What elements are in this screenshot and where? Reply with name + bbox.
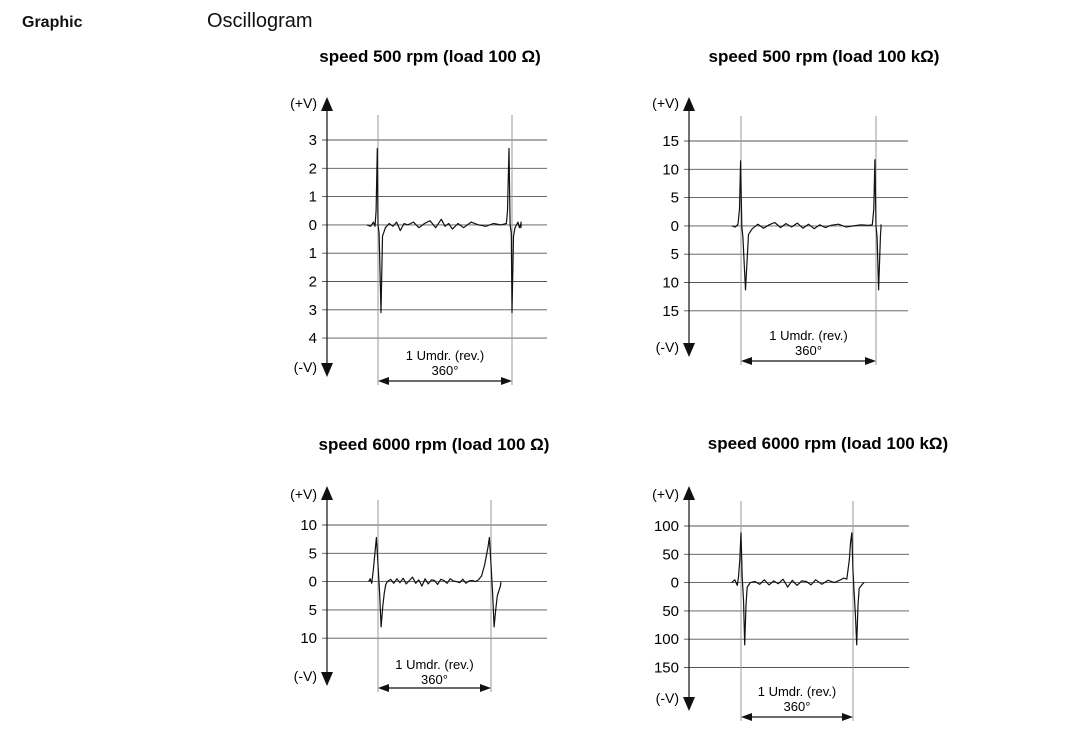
- chart2-ylabel-minus: (-V): [656, 339, 679, 355]
- chart2-arrow-up-icon: [683, 97, 695, 111]
- chart4-measure-arrow-left-icon: [741, 713, 752, 721]
- chart2-y-tick-label: 10: [662, 161, 679, 178]
- chart3-measure-arrow-left-icon: [378, 684, 389, 692]
- chart3-ylabel-plus: (+V): [290, 486, 317, 502]
- chart1-y-tick-label: 4: [309, 330, 317, 347]
- chart4-rev-label: 1 Umdr. (rev.): [758, 684, 837, 699]
- chart3-signal-trace: [368, 536, 502, 628]
- chart3-arrow-up-icon: [321, 486, 333, 500]
- chart4-arrow-up-icon: [683, 486, 695, 500]
- chart1-y-tick-label: 3: [309, 132, 317, 149]
- chart3-y-tick-label: 0: [309, 574, 317, 591]
- chart4-y-tick-label: 50: [662, 546, 679, 563]
- chart3-ylabel-minus: (-V): [294, 668, 317, 684]
- chart3-y-tick-label: 5: [309, 602, 317, 619]
- chart4-title: speed 6000 rpm (load 100 kΩ): [708, 434, 948, 453]
- chart2-y-tick-label: 10: [662, 275, 679, 292]
- chart2-rev-label: 1 Umdr. (rev.): [769, 328, 848, 343]
- chart2-y-tick-label: 15: [662, 303, 679, 320]
- chart1-measure-arrow-left-icon: [378, 377, 389, 385]
- chart1-arrow-up-icon: [321, 97, 333, 111]
- chart4-y-tick-label: 100: [654, 631, 679, 648]
- chart4-arrow-down-icon: [683, 697, 695, 711]
- chart1-signal-trace: [366, 147, 522, 314]
- chart4-measure-arrow-right-icon: [842, 713, 853, 721]
- chart1-y-tick-label: 2: [309, 160, 317, 177]
- chart1-y-tick-label: 1: [309, 189, 317, 206]
- chart1-deg-label: 360°: [432, 363, 459, 378]
- chart1-y-tick-label: 1: [309, 245, 317, 262]
- chart2-y-tick-label: 5: [671, 246, 679, 263]
- chart2-deg-label: 360°: [795, 343, 822, 358]
- chart3-arrow-down-icon: [321, 672, 333, 686]
- chart4-ylabel-plus: (+V): [652, 486, 679, 502]
- chart2-measure-arrow-left-icon: [741, 357, 752, 365]
- chart1-y-tick-label: 3: [309, 302, 317, 319]
- chart2-y-tick-label: 15: [662, 133, 679, 150]
- chart4-ylabel-minus: (-V): [656, 690, 679, 706]
- chart1-y-tick-label: 2: [309, 274, 317, 291]
- chart1-ylabel-minus: (-V): [294, 359, 317, 375]
- chart1-title: speed 500 rpm (load 100 Ω): [319, 47, 541, 66]
- chart4-y-tick-label: 150: [654, 660, 679, 677]
- chart2-measure-arrow-right-icon: [865, 357, 876, 365]
- chart2-y-tick-label: 0: [671, 218, 679, 235]
- chart1-y-tick-label: 0: [309, 217, 317, 234]
- chart2-y-tick-label: 5: [671, 190, 679, 207]
- chart3-y-tick-label: 10: [300, 630, 317, 647]
- chart3-title: speed 6000 rpm (load 100 Ω): [319, 435, 550, 454]
- page-title: Oscillogram: [207, 10, 313, 32]
- chart1-arrow-down-icon: [321, 363, 333, 377]
- chart4-signal-trace: [731, 532, 865, 646]
- chart2-arrow-down-icon: [683, 343, 695, 357]
- section-label: Graphic: [22, 14, 83, 31]
- chart3-deg-label: 360°: [421, 672, 448, 687]
- chart2-title: speed 500 rpm (load 100 kΩ): [709, 47, 940, 66]
- chart1-rev-label: 1 Umdr. (rev.): [406, 348, 485, 363]
- chart3-y-tick-label: 5: [309, 545, 317, 562]
- chart4-y-tick-label: 100: [654, 518, 679, 535]
- chart4-deg-label: 360°: [784, 699, 811, 714]
- chart2-ylabel-plus: (+V): [652, 95, 679, 111]
- chart1-measure-arrow-right-icon: [501, 377, 512, 385]
- chart3-measure-arrow-right-icon: [480, 684, 491, 692]
- chart3-rev-label: 1 Umdr. (rev.): [395, 657, 474, 672]
- chart4-y-tick-label: 0: [671, 575, 679, 592]
- chart2-signal-trace: [731, 159, 882, 291]
- chart3-y-tick-label: 10: [300, 517, 317, 534]
- chart1-ylabel-plus: (+V): [290, 95, 317, 111]
- chart4-y-tick-label: 50: [662, 603, 679, 620]
